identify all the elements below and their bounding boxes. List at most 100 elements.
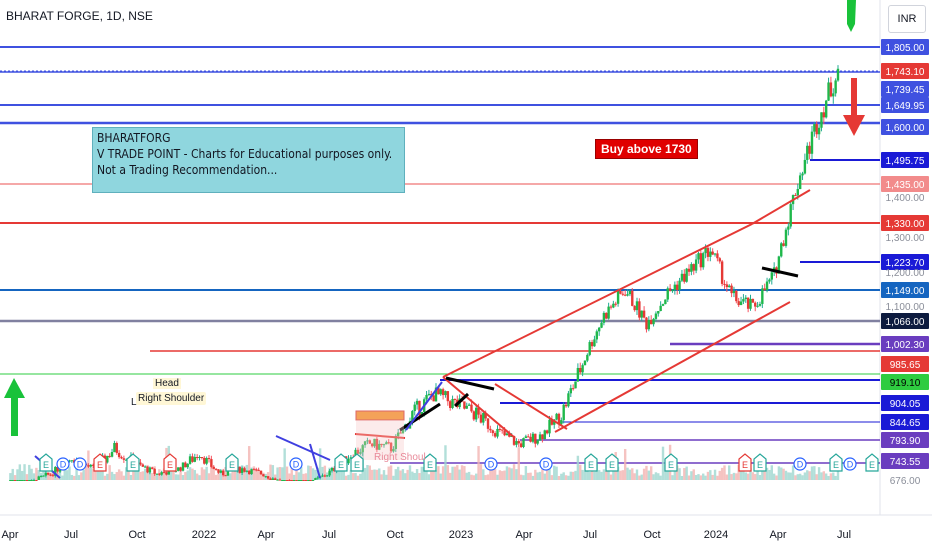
volume-bar: [347, 474, 350, 480]
price-level-label[interactable]: 1,649.95: [881, 97, 929, 113]
dividend-marker[interactable]: D: [484, 457, 498, 471]
candle-body: [214, 468, 218, 470]
earnings-marker[interactable]: E: [423, 453, 437, 472]
volume-bar: [765, 467, 769, 480]
price-level-label[interactable]: 1,743.10: [881, 63, 929, 79]
candle-body: [143, 466, 147, 468]
price-level-label[interactable]: 1,805.00: [881, 39, 929, 55]
note-line-3: Not a Trading Recommendation...: [97, 163, 278, 177]
short-red-line[interactable]: [354, 433, 406, 439]
price-level-label[interactable]: 1,149.00: [881, 282, 929, 298]
red-down-arrow[interactable]: [843, 78, 865, 136]
earnings-marker[interactable]: E: [225, 453, 239, 472]
price-level-label[interactable]: 919.10: [881, 374, 929, 390]
volume-bar: [89, 467, 92, 480]
earnings-marker[interactable]: E: [126, 453, 140, 472]
earnings-marker[interactable]: E: [39, 453, 53, 472]
green-up-arrow[interactable]: [4, 378, 25, 436]
dividend-marker[interactable]: D: [843, 457, 857, 471]
price-level-label[interactable]: 904.05: [881, 395, 929, 411]
trendline-black-4[interactable]: [761, 266, 799, 278]
horizontal-levels: [0, 46, 880, 464]
trendline-blue-1[interactable]: [405, 381, 443, 431]
candle-body: [30, 480, 33, 481]
earnings-marker[interactable]: E: [93, 453, 107, 472]
volume-bar: [311, 468, 315, 480]
volume-bar: [683, 468, 686, 480]
volume-bar: [80, 472, 83, 480]
flag-upper-line[interactable]: [442, 376, 516, 439]
currency-selector[interactable]: INR: [888, 5, 926, 33]
volume-bar: [274, 474, 277, 480]
candle-body: [489, 428, 492, 431]
svg-text:E: E: [668, 460, 674, 470]
buy-above-label[interactable]: Buy above 1730: [595, 139, 698, 159]
green-down-arrow[interactable]: [847, 0, 856, 32]
trendline-black-3[interactable]: [445, 376, 495, 391]
volume-bar: [11, 468, 14, 480]
candle-body: [638, 301, 641, 318]
trendline-blue-3[interactable]: [309, 443, 321, 479]
trendline-blue-2[interactable]: [275, 435, 331, 461]
price-level-label[interactable]: 1,223.70: [881, 254, 929, 270]
earnings-marker[interactable]: E: [334, 453, 348, 472]
svg-text:1,495.75: 1,495.75: [886, 156, 925, 167]
volume-bar: [439, 473, 442, 480]
earnings-marker[interactable]: E: [605, 453, 619, 472]
dividend-marker[interactable]: D: [73, 457, 87, 471]
volume-bar: [654, 472, 658, 480]
volume-bar: [389, 465, 393, 480]
earnings-marker[interactable]: E: [865, 453, 879, 472]
volume-bar: [195, 473, 199, 480]
dividend-marker[interactable]: D: [289, 457, 303, 471]
price-candles[interactable]: [9, 65, 840, 481]
volume-bar: [203, 469, 206, 480]
price-level-label[interactable]: 1,600.00: [881, 119, 929, 135]
volume-bar: [42, 466, 45, 480]
svg-text:1,743.10: 1,743.10: [886, 67, 925, 78]
candle-body: [550, 419, 554, 425]
volume-bar: [252, 466, 256, 480]
volume-bar: [557, 475, 561, 480]
channel-lower-line[interactable]: [554, 301, 791, 433]
earnings-marker[interactable]: E: [163, 453, 177, 472]
channel-upper-line[interactable]: [442, 223, 753, 378]
volume-bar: [321, 466, 324, 480]
supply-zone[interactable]: [355, 410, 405, 421]
price-level-label[interactable]: 1,739.45: [881, 81, 929, 97]
candle-body: [179, 467, 182, 471]
disclaimer-note[interactable]: BHARATFORG V TRADE POINT - Charts for Ed…: [92, 127, 405, 193]
candle-body: [628, 290, 632, 295]
price-level-label[interactable]: 844.65: [881, 414, 929, 430]
earnings-marker[interactable]: E: [664, 453, 678, 472]
price-level-label[interactable]: 1,495.75: [881, 152, 929, 168]
trendline-black-1[interactable]: [399, 402, 441, 432]
price-level-label[interactable]: 1,330.00: [881, 215, 929, 231]
candle-body: [316, 477, 319, 479]
dividend-marker[interactable]: D: [793, 457, 807, 471]
volume-bar: [453, 466, 457, 480]
dividend-marker[interactable]: D: [56, 457, 70, 471]
candle-body: [453, 398, 457, 400]
earnings-marker[interactable]: E: [350, 453, 364, 472]
price-level-label[interactable]: 743.55: [881, 453, 929, 469]
price-level-label[interactable]: 793.90: [881, 432, 929, 448]
price-level-label[interactable]: 1,435.00: [881, 176, 929, 192]
price-level-label[interactable]: 985.65: [881, 356, 929, 372]
earnings-marker[interactable]: E: [753, 453, 767, 472]
trend-drawings[interactable]: [34, 189, 811, 479]
trendline-black-2[interactable]: [453, 392, 470, 408]
volume-bar: [564, 475, 568, 480]
earnings-marker[interactable]: E: [738, 453, 752, 472]
dividend-marker[interactable]: D: [539, 457, 553, 471]
candle-body: [304, 480, 308, 481]
earnings-marker[interactable]: E: [829, 453, 843, 472]
channel-right-edge[interactable]: [494, 383, 568, 430]
volume-bar: [13, 475, 17, 480]
channel-upper-ext[interactable]: [751, 189, 811, 225]
price-level-label[interactable]: 1,066.00: [881, 313, 929, 329]
earnings-marker[interactable]: E: [584, 453, 598, 472]
price-level-label[interactable]: 1,002.30: [881, 336, 929, 352]
